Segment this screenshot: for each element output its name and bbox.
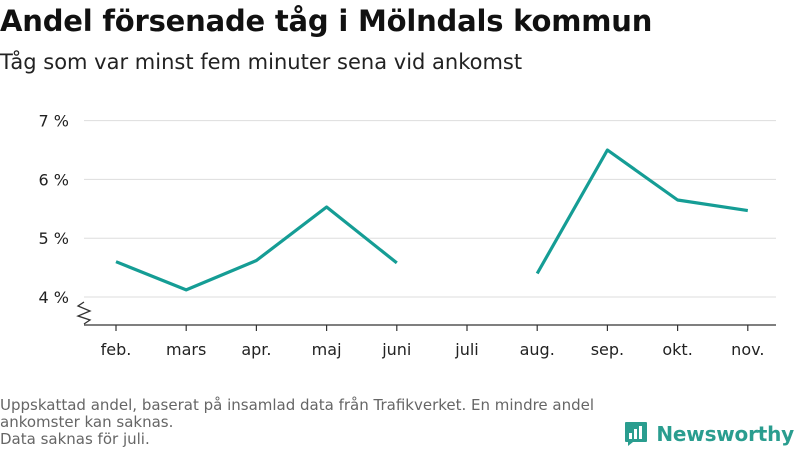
brand-name: Newsworthy	[656, 422, 794, 446]
footnote-line: Uppskattad andel, baserat på insamlad da…	[0, 396, 595, 414]
x-axis	[76, 301, 776, 326]
chart-subtitle: Tåg som var minst fem minuter sena vid a…	[0, 50, 523, 74]
x-axis-ticks: feb. mars apr. maj juni juli aug. sep. okt. nov.	[101, 325, 764, 359]
x-tick-label: feb.	[101, 340, 132, 359]
x-tick-label: aug.	[520, 340, 555, 359]
x-tick-label: sep.	[591, 340, 624, 359]
y-tick-label: 6 %	[39, 170, 69, 189]
y-tick-label: 4 %	[39, 288, 69, 307]
footnote-line: ankomster kan saknas.	[0, 413, 174, 431]
x-tick-label: juli	[454, 340, 478, 359]
y-tick-label: 5 %	[39, 229, 69, 248]
brand-logo: Newsworthy	[624, 420, 794, 448]
x-tick-label: nov.	[731, 340, 764, 359]
gridlines	[84, 120, 776, 298]
footnote: Uppskattad andel, baserat på insamlad da…	[0, 397, 630, 448]
newsworthy-logo-icon	[625, 422, 648, 446]
x-tick-label: okt.	[662, 340, 692, 359]
x-tick-label: maj	[312, 340, 342, 359]
footnote-line: Data saknas för juli.	[0, 430, 150, 448]
axis-break-marker	[76, 301, 92, 325]
series-lines	[115, 148, 749, 292]
chart-title: Andel försenade tåg i Mölndals kommun	[0, 4, 653, 38]
y-axis-ticks: 4 % 5 % 6 % 7 %	[39, 112, 69, 307]
x-tick-label: juni	[381, 340, 411, 359]
series-line	[115, 148, 749, 292]
x-tick-label: apr.	[241, 340, 271, 359]
y-tick-label: 7 %	[39, 112, 69, 131]
x-tick-label: mars	[166, 340, 206, 359]
